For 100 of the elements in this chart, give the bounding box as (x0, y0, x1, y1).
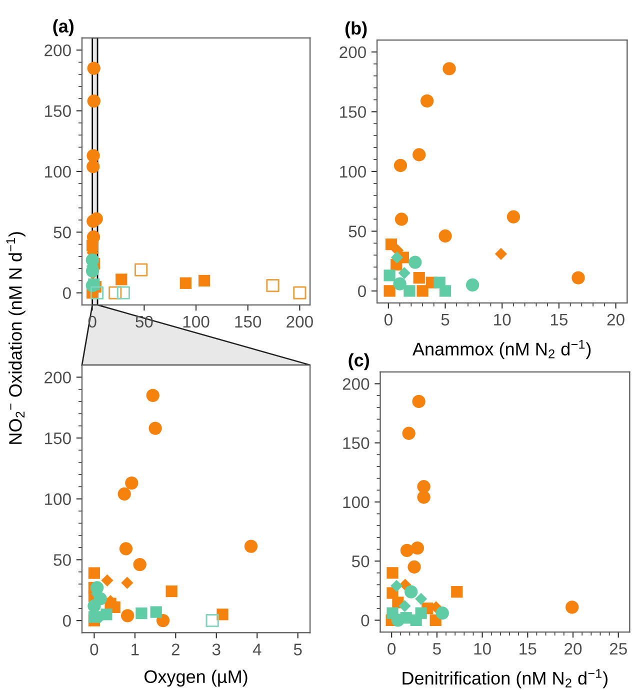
y-tick-label: 200 (342, 378, 370, 390)
y-tick-label: 150 (343, 437, 370, 450)
y-tick-label: 200 (44, 372, 71, 384)
x-tick-label: 0 (384, 314, 392, 326)
point (150, 606, 162, 618)
point (417, 490, 430, 504)
chart-title: (c) (348, 353, 369, 370)
y-tick-label: 150 (340, 106, 366, 118)
point (412, 148, 426, 162)
y-tick-label: 0 (62, 614, 71, 627)
point (572, 271, 585, 284)
x-tick-label: 200 (286, 316, 313, 328)
y-tick-label: 0 (358, 285, 366, 298)
point (87, 62, 100, 75)
point (466, 278, 480, 292)
point (386, 607, 398, 619)
point (398, 266, 410, 280)
point (384, 285, 396, 297)
x-tick-label: 2 (172, 644, 180, 656)
point (566, 600, 579, 614)
point (436, 606, 449, 620)
y-tick-label: 50 (348, 226, 366, 238)
y-tick-label: 100 (343, 496, 370, 508)
point (451, 586, 463, 598)
point (398, 600, 411, 612)
x-axis-title: Anammox (nM N$_{2}$ d$^{−1}$) (412, 340, 591, 360)
y-tick-label: 0 (62, 287, 71, 300)
point (293, 286, 306, 300)
point (434, 276, 446, 288)
point (116, 286, 130, 300)
point (90, 212, 103, 226)
x-tick-label: 15 (520, 643, 536, 655)
point (416, 285, 428, 297)
x-tick-label: 15 (550, 314, 568, 326)
chart-title: (a) (53, 19, 74, 36)
point (390, 580, 403, 592)
x-tick-label: 10 (474, 642, 491, 655)
point (121, 576, 134, 589)
x-tick-label: 50 (136, 316, 153, 328)
point (394, 158, 408, 172)
point (206, 614, 219, 628)
point (146, 388, 160, 402)
point (86, 160, 100, 174)
point (390, 251, 404, 264)
point (393, 277, 406, 290)
x-tick-label: 4 (252, 644, 262, 656)
y-tick-label: 150 (45, 432, 71, 444)
point (386, 567, 398, 579)
x-tick-label: 1 (132, 644, 139, 656)
point (216, 608, 228, 620)
point (244, 540, 258, 553)
x-axis-title: Oxygen (µM) (144, 670, 248, 687)
point (118, 487, 131, 501)
x-tick-label: 3 (212, 644, 220, 656)
point (121, 609, 134, 622)
point (402, 426, 416, 440)
point (384, 270, 396, 282)
point (180, 277, 192, 289)
x-tick-label: 20 (607, 314, 624, 326)
y-tick-label: 200 (44, 44, 71, 56)
point (413, 272, 425, 284)
y-tick-label: 50 (54, 554, 71, 566)
point (494, 248, 508, 260)
x-tick-label: 10 (494, 314, 511, 326)
point (133, 558, 146, 572)
point (136, 607, 148, 620)
point (412, 394, 426, 408)
chart-title: (b) (345, 21, 367, 38)
point (415, 592, 428, 605)
point (88, 567, 100, 579)
y-axis-title: NO$_{2}$$^{−}$ Oxidation (nM N d$^{−1}$) (6, 232, 26, 444)
point (148, 422, 162, 435)
point (408, 560, 421, 574)
x-tick-label: 0 (388, 642, 396, 655)
y-tick-label: 100 (340, 166, 366, 178)
point (86, 149, 100, 162)
point (125, 476, 138, 490)
point (166, 586, 178, 598)
point (404, 585, 418, 598)
point (394, 212, 408, 226)
y-tick-label: 150 (45, 105, 71, 117)
x-tick-label: 150 (235, 316, 262, 328)
x-tick-label: 0 (90, 644, 98, 656)
x-tick-label: 20 (564, 642, 582, 655)
point (408, 256, 422, 269)
point (116, 274, 128, 286)
x-tick-label: 5 (441, 314, 450, 326)
point (87, 94, 100, 108)
point (198, 274, 210, 287)
point (108, 286, 122, 300)
x-tick-label: 100 (183, 316, 210, 328)
point (442, 62, 456, 76)
point (410, 542, 424, 555)
point (88, 599, 101, 613)
point (266, 278, 280, 292)
point (134, 263, 148, 276)
point (90, 286, 104, 300)
point (101, 574, 114, 586)
y-tick-label: 100 (45, 493, 71, 506)
point (506, 210, 520, 224)
